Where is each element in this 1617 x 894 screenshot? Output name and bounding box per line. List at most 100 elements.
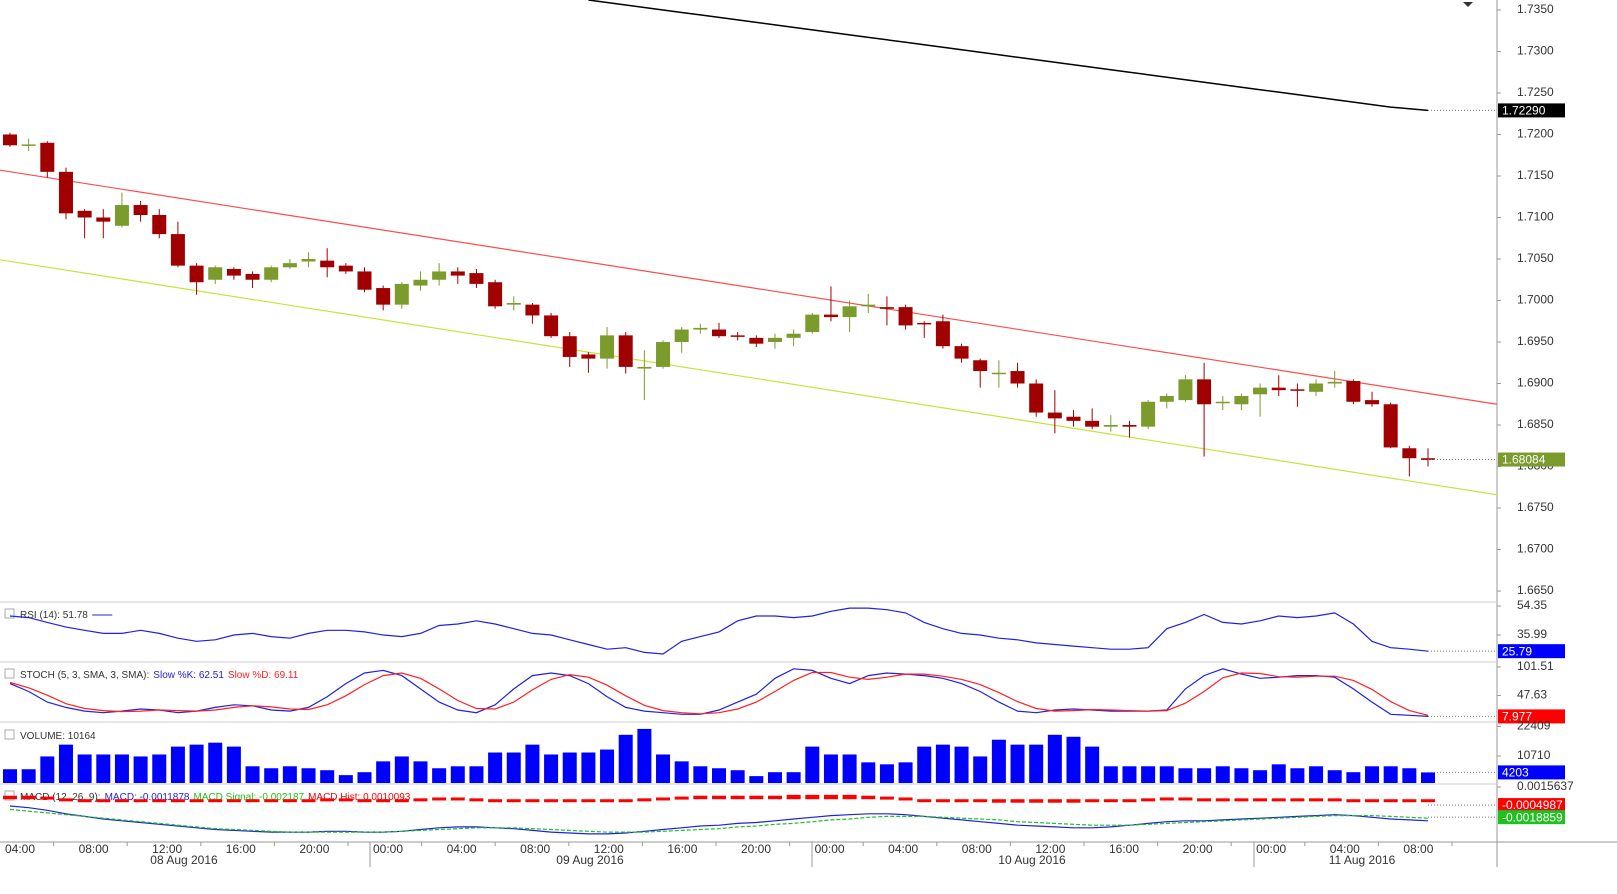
histogram-bar: [40, 796, 55, 800]
histogram-bar: [1309, 798, 1324, 802]
histogram-bar: [1141, 798, 1156, 802]
volume-bar: [730, 770, 745, 783]
volume-bar: [749, 776, 764, 783]
volume-bar: [544, 754, 559, 783]
menu-arrow[interactable]: [1463, 2, 1473, 7]
time-label: 12:00: [1035, 842, 1065, 856]
candle-body: [1290, 389, 1305, 391]
volume-bar: [1253, 770, 1268, 783]
candle-body: [506, 302, 521, 305]
candle-body: [1402, 448, 1417, 459]
candle-body: [264, 267, 279, 280]
candle-body: [226, 268, 241, 276]
volume-bar: [301, 768, 316, 783]
histogram-bar: [842, 794, 857, 800]
candle-body: [21, 144, 36, 146]
histogram-bar: [1047, 799, 1062, 803]
volume-bar: [525, 744, 540, 783]
histogram-bar: [208, 799, 223, 803]
candle-body: [1047, 412, 1062, 419]
time-label: 00:00: [1256, 842, 1286, 856]
candle-body: [96, 217, 111, 222]
date-label: 08 Aug 2016: [150, 853, 218, 867]
legend-entry: Slow %D: 69.11: [228, 670, 299, 681]
candle-body: [1253, 387, 1268, 395]
candle-body: [1309, 383, 1324, 392]
histogram-bar: [637, 798, 652, 802]
candle-body: [282, 263, 297, 268]
legend: MACD (12, 26, 9): MACD: -0.0011878 MACD Si…: [20, 792, 411, 803]
moving-average: [588, 0, 1429, 112]
histogram-bar: [1346, 799, 1361, 803]
time-label: 12:00: [152, 842, 182, 856]
y-tick-label: 101.51: [1517, 659, 1554, 673]
volume-bar: [581, 752, 596, 783]
volume-bar: [656, 754, 671, 783]
histogram-bar: [656, 797, 671, 801]
trendline: [0, 259, 1498, 496]
histogram-bar: [320, 798, 335, 802]
volume-bar: [898, 762, 913, 783]
volume-bar: [637, 728, 652, 783]
volume-bar: [600, 749, 615, 783]
volume-bar: [954, 746, 969, 783]
candle-body: [245, 273, 260, 280]
volume-bar: [3, 769, 17, 783]
candle-body: [301, 258, 316, 262]
volume-bar: [1103, 766, 1118, 783]
volume-bar: [1215, 766, 1230, 783]
indicator-line: [9, 671, 1429, 716]
candle-body: [3, 134, 17, 146]
histogram-bar: [1103, 799, 1118, 803]
time-label: 08:00: [79, 842, 109, 856]
candle-body: [488, 282, 503, 307]
volume-bar: [152, 754, 167, 783]
candle-body: [432, 271, 447, 280]
volume-bar: [1047, 734, 1062, 783]
price-label-box: [1498, 709, 1565, 724]
candle-body: [786, 333, 801, 338]
candle-body: [618, 335, 633, 367]
histogram-bar: [506, 799, 521, 803]
candle-body: [1141, 401, 1156, 427]
candle-body: [600, 335, 615, 359]
candle-body: [1122, 425, 1137, 427]
histogram-bar: [1159, 797, 1174, 801]
histogram-bar: [3, 795, 17, 800]
y-tick-label: 1.6750: [1517, 500, 1554, 514]
candle-body: [1103, 425, 1118, 427]
date-label: 09 Aug 2016: [556, 853, 624, 867]
volume-bar: [357, 772, 372, 783]
volume-bar: [991, 739, 1006, 783]
candle-body: [917, 322, 932, 325]
histogram-bar: [693, 795, 708, 800]
histogram-bar: [786, 794, 801, 800]
price-label: 4203: [1502, 766, 1529, 780]
legend-title: RSI (14): 51.78: [20, 610, 88, 621]
legend-entry: Slow %K: 62.51: [153, 670, 224, 681]
time-label: 00:00: [373, 842, 403, 856]
histogram-bar: [152, 799, 167, 803]
time-label: 08:00: [962, 842, 992, 856]
candle-body: [1159, 395, 1174, 402]
histogram-bar: [805, 794, 820, 800]
candle-body: [1085, 420, 1100, 427]
histogram-bar: [861, 795, 876, 800]
histogram-bar: [264, 799, 279, 803]
candle-body: [973, 360, 988, 372]
volume-bar: [264, 768, 279, 783]
y-tick-label: 1.7100: [1517, 210, 1554, 224]
candle-body: [581, 354, 596, 359]
histogram-bar: [1085, 799, 1100, 803]
histogram-bar: [879, 796, 894, 800]
histogram-bar: [973, 799, 988, 803]
candle-body: [1271, 387, 1286, 391]
volume-bar: [1421, 772, 1435, 783]
volume-bar: [1122, 766, 1137, 783]
histogram-bar: [1197, 798, 1212, 802]
candle-body: [1327, 381, 1342, 384]
y-tick-label: 10710: [1517, 748, 1551, 762]
volume-bar: [1178, 768, 1193, 783]
volume-bar: [1402, 768, 1417, 783]
candle-body: [879, 307, 894, 309]
